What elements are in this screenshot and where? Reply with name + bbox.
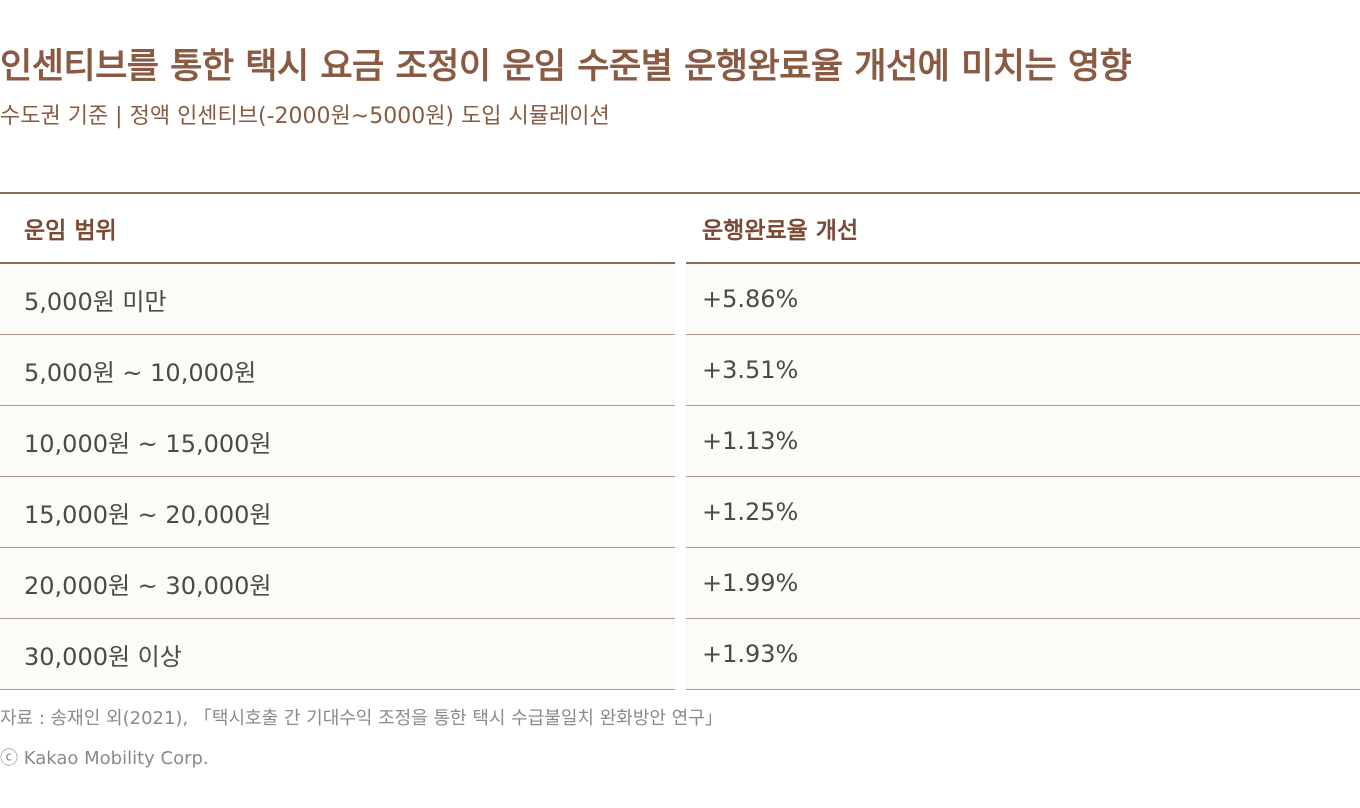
header-completion-improvement: 운행완료율 개선 [686, 194, 1360, 264]
table-row: 30,000원 이상 +1.93% [0, 619, 1360, 690]
page-subtitle: 수도권 기준 | 정액 인센티브(-2000원~5000원) 도입 시뮬레이션 [0, 104, 610, 129]
improvement-cell: +5.86% [686, 264, 1360, 335]
table-row: 15,000원 ~ 20,000원 +1.25% [0, 477, 1360, 548]
table-row: 20,000원 ~ 30,000원 +1.99% [0, 548, 1360, 619]
fare-range-cell: 5,000원 ~ 10,000원 [0, 335, 675, 406]
fare-range-cell: 20,000원 ~ 30,000원 [0, 548, 675, 619]
table-row: 5,000원 미만 +5.86% [0, 264, 1360, 335]
improvement-cell: +3.51% [686, 335, 1360, 406]
source-note: 자료 : 송재인 외(2021), 「택시호출 간 기대수익 조정을 통한 택시… [0, 708, 723, 729]
fare-range-cell: 10,000원 ~ 15,000원 [0, 406, 675, 477]
improvement-cell: +1.13% [686, 406, 1360, 477]
improvement-cell: +1.99% [686, 548, 1360, 619]
copyright-note: ⓒ Kakao Mobility Corp. [0, 748, 209, 769]
fare-range-cell: 30,000원 이상 [0, 619, 675, 690]
improvement-cell: +1.25% [686, 477, 1360, 548]
fare-range-cell: 15,000원 ~ 20,000원 [0, 477, 675, 548]
improvement-cell: +1.93% [686, 619, 1360, 690]
header-fare-range: 운임 범위 [0, 194, 675, 264]
table-row: 10,000원 ~ 15,000원 +1.13% [0, 406, 1360, 477]
table-row: 5,000원 ~ 10,000원 +3.51% [0, 335, 1360, 406]
fare-range-cell: 5,000원 미만 [0, 264, 675, 335]
table-header-row: 운임 범위 운행완료율 개선 [0, 194, 1360, 264]
data-table: 운임 범위 운행완료율 개선 5,000원 미만 +5.86% 5,000원 ~… [0, 192, 1360, 690]
page-title: 인센티브를 통한 택시 요금 조정이 운임 수준별 운행완료율 개선에 미치는 … [0, 47, 1132, 87]
